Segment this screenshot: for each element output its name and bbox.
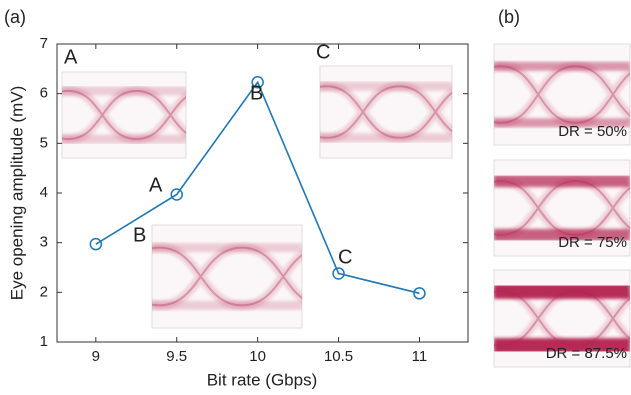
x-tick-label: 10 [249, 348, 266, 365]
x-tick-label: 9 [92, 348, 100, 365]
inset-label: A [64, 46, 78, 68]
x-tick-label: 10.5 [324, 348, 353, 365]
point-label: C [338, 246, 352, 268]
panel-label: (a) [4, 7, 26, 27]
inset-label: C [316, 41, 330, 63]
caption: DR = 50% [558, 123, 627, 140]
y-tick-label: 5 [40, 134, 48, 151]
y-tick-label: 1 [40, 333, 48, 350]
y-tick-label: 3 [40, 234, 48, 251]
y-tick-label: 2 [40, 283, 48, 300]
page: {"chart_data": {"type": "line", "panel_l… [0, 0, 631, 395]
y-axis-label: Eye opening amplitude (mV) [7, 86, 26, 301]
caption: DR = 87.5% [546, 345, 627, 362]
x-tick-label: 9.5 [166, 348, 187, 365]
point-label: B [250, 82, 263, 104]
y-tick-label: 6 [40, 85, 48, 102]
panel-label: (b) [498, 7, 520, 27]
inset-label: B [133, 224, 146, 246]
y-tick-label: 4 [40, 184, 48, 201]
x-tick-label: 11 [412, 348, 428, 365]
y-tick-label: 7 [40, 35, 48, 52]
point-label: A [149, 174, 163, 196]
x-axis-label: Bit rate (Gbps) [207, 370, 318, 389]
caption: DR = 75% [558, 234, 627, 251]
figure: (a) (b) Bit rate (Gbps) Eye opening ampl… [0, 0, 631, 395]
